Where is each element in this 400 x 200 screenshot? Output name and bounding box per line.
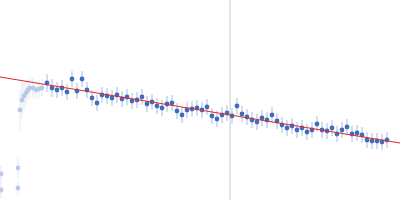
point — [330, 126, 335, 131]
point — [155, 104, 160, 109]
point — [65, 90, 70, 95]
point — [370, 139, 375, 144]
point — [305, 130, 310, 135]
point — [210, 114, 215, 119]
scatter-series — [45, 71, 390, 150]
point — [55, 88, 60, 93]
point — [270, 113, 275, 118]
point — [90, 96, 95, 101]
point — [16, 186, 21, 191]
point — [340, 128, 345, 133]
point — [0, 172, 3, 177]
point — [345, 125, 350, 130]
point — [240, 112, 245, 117]
point — [40, 86, 45, 91]
point — [235, 104, 240, 109]
point — [0, 188, 3, 193]
point — [175, 109, 180, 114]
point — [16, 166, 21, 171]
point — [145, 102, 150, 107]
point — [355, 131, 360, 136]
point — [18, 108, 23, 113]
scatter-series — [0, 78, 44, 198]
point — [180, 113, 185, 118]
plot-area — [0, 0, 400, 200]
point — [70, 77, 75, 82]
point — [80, 77, 85, 82]
point — [295, 128, 300, 133]
point — [205, 105, 210, 110]
line — [0, 77, 400, 143]
point — [140, 95, 145, 100]
point — [255, 120, 260, 125]
line — [229, 0, 230, 200]
point — [285, 126, 290, 131]
point — [215, 117, 220, 122]
point — [160, 106, 165, 111]
point — [95, 101, 100, 106]
point — [315, 122, 320, 127]
chart — [0, 0, 400, 200]
